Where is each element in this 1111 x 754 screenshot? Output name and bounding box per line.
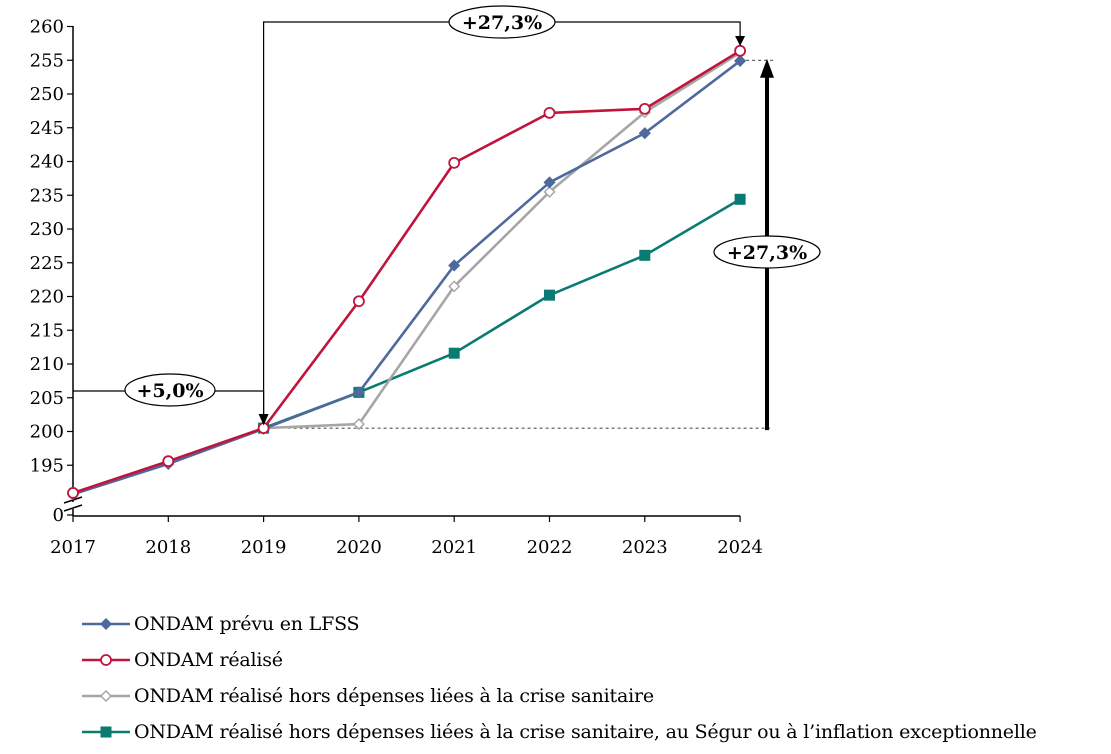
series-2 [67, 44, 746, 499]
legend-swatch [82, 689, 130, 703]
legend-item: ONDAM réalisé hors dépenses liées à la c… [82, 714, 1037, 750]
y-tick-label: 240 [30, 152, 64, 173]
data-point [99, 617, 113, 631]
x-tick-label: 2017 [50, 537, 96, 558]
data-point [448, 347, 460, 359]
y-tick-label: 230 [30, 219, 64, 240]
data-point [352, 295, 365, 308]
legend-swatch [82, 654, 130, 666]
data-point [448, 280, 461, 293]
legend-label: ONDAM prévu en LFSS [134, 613, 360, 635]
data-point [352, 386, 365, 399]
line-chart: 0 195 200 205 210 215 220 225 230 235 240 245 250 255… [30, 5, 821, 559]
legend-item: ONDAM réalisé [82, 642, 1037, 678]
series-line [72, 51, 741, 495]
y-tick-label: 255 [30, 50, 64, 71]
series-line [72, 49, 741, 495]
x-tick-label: 2024 [717, 537, 763, 558]
x-tick-label: 2023 [622, 537, 668, 558]
legend-label: ONDAM réalisé hors dépenses liées à la c… [134, 721, 1037, 743]
data-point [734, 54, 747, 67]
data-point [638, 127, 651, 140]
y-tick-label: 260 [30, 17, 64, 38]
legend-item: ONDAM réalisé hors dépenses liées à la c… [82, 678, 1037, 714]
x-tick-label: 2021 [431, 537, 477, 558]
y-tick-label: 215 [30, 320, 64, 341]
data-point [448, 156, 461, 169]
x-tick-label: 2018 [145, 537, 191, 558]
annotation-label: +5,0% [136, 380, 203, 402]
series-group [66, 44, 747, 501]
data-point [352, 418, 365, 431]
annotations: +5,0% +27,3% +27,3% [73, 5, 821, 431]
x-tick-label: 2020 [336, 537, 382, 558]
data-point [734, 193, 746, 205]
y-tick-label: 250 [30, 84, 64, 105]
annotation-bubble [124, 373, 216, 407]
y-tick-label: 235 [30, 185, 64, 206]
annotation-connector [263, 21, 741, 422]
data-point [67, 487, 79, 499]
annotation-label: +27,3% [727, 242, 807, 264]
legend-label: ONDAM réalisé [134, 649, 283, 671]
x-tick-label: 2019 [241, 537, 287, 558]
reference-lines [263, 59, 775, 429]
data-point [639, 249, 651, 261]
data-point [543, 185, 556, 198]
data-point [448, 259, 461, 272]
y-tick-label: 0 [53, 505, 64, 526]
y-tick-label: 205 [30, 388, 64, 409]
y-tick-label: 225 [30, 253, 64, 274]
annotation-arrowhead [760, 58, 774, 78]
annotation-bubble [713, 235, 821, 269]
data-point [100, 654, 112, 666]
series-1 [66, 54, 747, 501]
y-tick-label: 210 [30, 354, 64, 375]
data-point [543, 176, 556, 189]
data-point [162, 455, 175, 468]
y-tick-label: 200 [30, 422, 64, 443]
legend-swatch [82, 726, 130, 738]
data-point [638, 102, 651, 115]
axes: 0 195 200 205 210 215 220 225 230 235 240 245 250 255… [30, 17, 763, 559]
legend-item: ONDAM prévu en LFSS [82, 606, 1037, 642]
annotation-arrowhead [735, 36, 746, 46]
series-line [263, 198, 741, 430]
x-tick-label: 2022 [527, 537, 573, 558]
series-line [72, 59, 741, 496]
annotation-label: +27,3% [462, 12, 542, 34]
legend-label: ONDAM réalisé hors dépenses liées à la c… [134, 685, 654, 707]
legend: ONDAM prévu en LFSS ONDAM réalisé ONDAM ré… [82, 606, 1037, 750]
axis-break-mark [63, 504, 83, 512]
series-3 [66, 46, 747, 499]
annotation-bubble [448, 5, 556, 39]
data-point [543, 107, 556, 119]
data-point [100, 726, 112, 738]
series-4 [258, 193, 746, 434]
data-point [544, 289, 555, 301]
legend-swatch [82, 617, 130, 631]
y-tick-label: 195 [30, 455, 64, 476]
data-point [734, 44, 746, 57]
data-point [99, 689, 113, 703]
y-tick-label: 245 [30, 118, 64, 139]
y-tick-label: 220 [30, 287, 64, 308]
